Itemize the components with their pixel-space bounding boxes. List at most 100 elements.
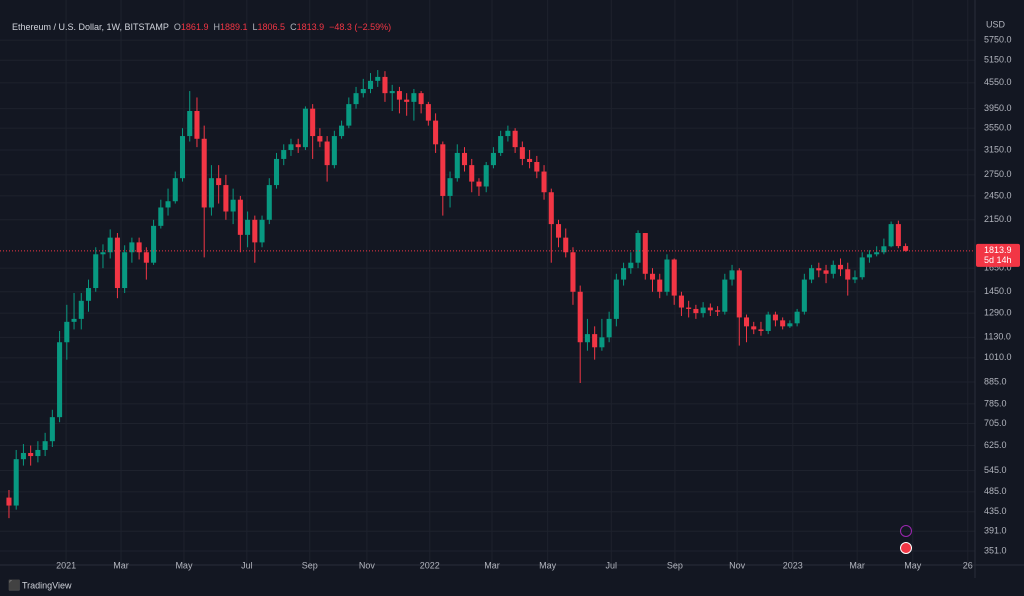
x-tick-label: May: [539, 560, 557, 570]
candle-body: [42, 441, 48, 450]
x-tick-label: Nov: [359, 560, 376, 570]
last-price-tag: [976, 243, 1020, 267]
candle-body: [64, 321, 70, 343]
x-tick-label: May: [175, 560, 193, 570]
candle-body: [6, 497, 12, 506]
candle-body: [382, 76, 388, 94]
candle-body: [476, 181, 482, 187]
legend-header: Ethereum / U.S. Dollar, 1W, BITSTAMP O18…: [12, 22, 391, 32]
candle-body: [895, 224, 901, 247]
candle-body: [302, 108, 308, 148]
candle-body: [751, 326, 757, 330]
candle-body: [621, 268, 627, 280]
event-icon[interactable]: [900, 542, 912, 554]
candle-body: [693, 308, 699, 314]
candle-body: [715, 310, 721, 312]
y-tick-label: 545.0: [984, 465, 1007, 475]
candle-body: [252, 219, 258, 243]
candle-body: [859, 257, 865, 278]
candle-body: [649, 273, 656, 280]
y-tick-label: 5750.0: [984, 34, 1012, 44]
candle-body: [310, 108, 316, 137]
candle-body: [114, 237, 120, 289]
candle-body: [266, 185, 272, 220]
candle-body: [874, 252, 880, 255]
candle-body: [613, 279, 619, 319]
candle-body: [823, 270, 829, 274]
candle-body: [888, 224, 894, 247]
candle-body: [534, 162, 540, 172]
y-tick-label: 2450.0: [984, 190, 1012, 200]
candle-body: [555, 224, 562, 238]
y-tick-label: 435.0: [984, 506, 1007, 516]
candle-body: [404, 99, 410, 102]
y-tick-label: 1130.0: [984, 332, 1011, 342]
candle-body: [498, 136, 504, 153]
candle-body: [353, 93, 359, 105]
y-tick-label: 785.0: [984, 398, 1007, 408]
candle-body: [85, 288, 92, 301]
y-tick-label: 3950.0: [984, 103, 1012, 113]
x-tick-label: Nov: [729, 560, 746, 570]
x-tick-label: 2022: [420, 560, 440, 570]
candle-body: [664, 259, 670, 292]
y-tick-label: 4550.0: [984, 77, 1012, 87]
candle-body: [729, 270, 735, 280]
x-tick-label: Mar: [849, 560, 865, 570]
y-tick-label: 1010.0: [984, 352, 1012, 362]
candle-body: [461, 152, 468, 166]
legend-item: 1889.1: [220, 22, 248, 32]
candle-body: [845, 269, 851, 280]
legend-item: −48.3 (−2.59%): [329, 22, 391, 32]
x-tick-label: May: [904, 560, 922, 570]
footer: [0, 578, 1024, 596]
candle-body: [577, 291, 583, 343]
candle-body: [830, 264, 836, 274]
axes: 5750.0 5150.0 4550.0 3950.0 3550.0 3150.0 2750…: [56, 34, 1020, 570]
candle-body: [187, 110, 193, 137]
candle-body: [245, 219, 251, 235]
candle-body: [809, 268, 815, 280]
candle-body: [273, 158, 280, 186]
candle-body: [324, 141, 330, 166]
x-tick-label: 2023: [783, 560, 803, 570]
countdown-label: 5d 14h: [984, 255, 1012, 265]
event-icon[interactable]: [900, 525, 912, 537]
legend-item: 1806.5: [258, 22, 286, 32]
candle-body: [780, 320, 786, 327]
candle-body: [707, 307, 713, 311]
legend-item: L: [253, 22, 258, 32]
candle-body: [686, 307, 692, 309]
candle-body: [418, 93, 424, 105]
candle-body: [151, 225, 157, 263]
candle-body: [165, 201, 171, 208]
candle-body: [758, 329, 764, 331]
y-tick-label: 885.0: [984, 376, 1007, 386]
candle-body: [57, 342, 63, 418]
candle-body: [208, 178, 214, 208]
y-tick-label: 2750.0: [984, 169, 1012, 179]
x-tick-label: Sep: [667, 560, 683, 570]
candle-body: [584, 334, 590, 343]
candle-body: [158, 207, 164, 226]
candle-body: [541, 171, 547, 193]
candle-body: [563, 237, 569, 253]
candle-body: [736, 270, 742, 318]
candle-body: [136, 242, 142, 253]
candle-body: [700, 307, 706, 314]
x-tick-label: 26: [963, 560, 973, 570]
candle-body: [230, 199, 236, 212]
candle-body: [346, 104, 352, 126]
x-tick-label: Jul: [241, 560, 253, 570]
candle-body: [512, 130, 518, 148]
candle-body: [454, 152, 460, 179]
candle-body: [172, 178, 178, 202]
candle-body: [642, 233, 648, 274]
candle-body: [317, 136, 323, 142]
candle-body: [216, 178, 222, 186]
candle-body: [570, 252, 576, 292]
y-tick-label: 705.0: [984, 418, 1007, 428]
candle-body: [49, 417, 55, 442]
